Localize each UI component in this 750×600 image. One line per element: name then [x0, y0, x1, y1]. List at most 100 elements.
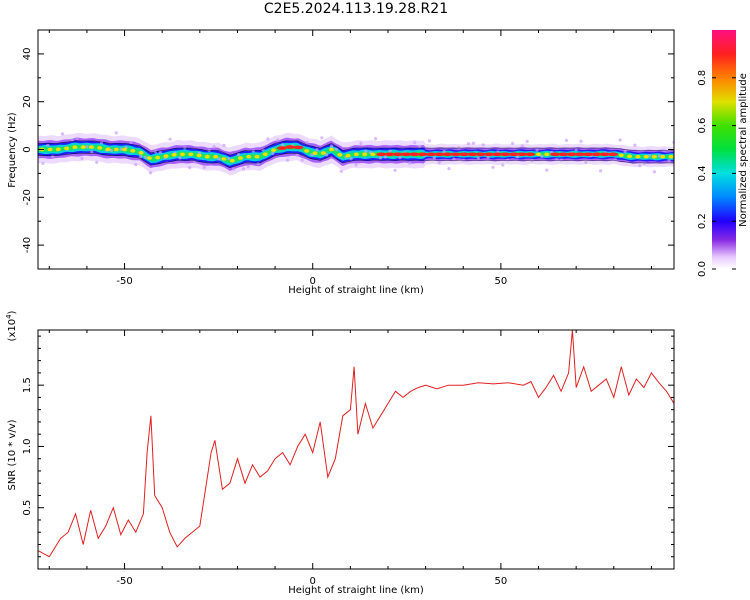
colorbar-tick-label: 0.6: [697, 118, 708, 134]
core-blob: [459, 152, 469, 157]
halo-speck: [545, 168, 549, 172]
core-blob: [262, 152, 268, 156]
halo-speck: [80, 156, 84, 161]
band-contour: [38, 140, 674, 156]
core-blob: [88, 145, 94, 149]
spectrogram-panel: -50 0 50 40 20 0 -20 -40 Height of straight lin…: [7, 29, 675, 296]
x-tick-label: 50: [495, 576, 508, 587]
halo-speck: [623, 149, 627, 154]
halo-speck: [51, 154, 55, 158]
core-blob: [558, 152, 569, 157]
halo-speck: [383, 155, 387, 159]
top-y-axis-label: Frequency (Hz): [7, 112, 18, 188]
core-blob: [229, 158, 235, 163]
colorbar: 0.0 0.2 0.4 0.6 0.8 Normalized spectral ampl…: [697, 30, 749, 277]
core-blob: [517, 152, 527, 157]
halo-speck: [266, 137, 270, 141]
halo-speck: [535, 148, 539, 152]
core-blob: [492, 152, 503, 157]
halo-speck: [256, 162, 260, 166]
chart-title: C2E5.2024.113.19.28.R21: [263, 1, 449, 17]
core-blob: [376, 152, 387, 157]
y-tick-label: 40: [22, 48, 33, 61]
core-blob: [500, 152, 511, 157]
halo-speck: [427, 139, 431, 143]
core-blob: [285, 145, 296, 149]
halo-speck: [584, 160, 588, 165]
halo-speck: [398, 156, 402, 160]
core-blob: [345, 153, 351, 158]
core-blob: [384, 152, 395, 157]
top-x-axis-label: Height of straight line (km): [288, 285, 424, 296]
halo-speck: [241, 167, 246, 171]
bottom-y-axis-label: SNR (10 * v/v): [7, 419, 18, 490]
x-tick-label: -50: [116, 576, 132, 587]
colorbar-tick-label: 0.0: [697, 261, 708, 277]
core-blob: [122, 147, 128, 152]
halo-speck: [139, 155, 143, 159]
core-blob: [618, 153, 624, 157]
halo-speck: [188, 166, 192, 170]
core-blob: [370, 152, 376, 157]
snr-panel: -50 0 50 0.5 1.0 1.5 Height of straight line …: [5, 310, 675, 596]
halo-speck: [144, 155, 148, 159]
core-blob: [180, 152, 185, 157]
core-blob: [668, 154, 674, 159]
halo-speck: [643, 161, 647, 165]
halo-speck: [515, 155, 520, 159]
halo-speck: [418, 145, 422, 149]
halo-speck: [305, 140, 309, 144]
halo-speck: [510, 141, 515, 145]
core-blob: [163, 154, 169, 158]
halo-speck: [237, 153, 241, 157]
halo-speck: [501, 163, 505, 167]
core-blob: [320, 151, 326, 155]
colorbar-tick-label: 0.8: [697, 70, 708, 86]
halo-speck: [212, 145, 216, 149]
y-tick-label: 20: [22, 95, 33, 108]
halo-speck: [295, 153, 299, 157]
core-blob: [80, 145, 86, 149]
core-blob: [221, 157, 227, 161]
halo-speck: [638, 164, 642, 168]
core-blob: [337, 153, 343, 157]
colorbar-tick-label: 0.2: [697, 213, 708, 229]
y-tick-label: 1.5: [22, 377, 33, 393]
halo-speck: [525, 139, 529, 143]
spectrogram-band: [38, 131, 674, 176]
halo-speck: [457, 146, 461, 150]
core-blob: [401, 152, 412, 157]
core-blob: [362, 152, 368, 157]
halo-speck: [447, 167, 451, 171]
core-blob: [450, 152, 461, 157]
halo-speck: [486, 155, 490, 159]
halo-speck: [90, 150, 94, 154]
core-blob: [635, 154, 641, 159]
core-blob: [392, 152, 403, 157]
core-blob: [246, 154, 252, 159]
halo-speck: [41, 161, 45, 165]
halo-speck: [217, 157, 221, 161]
halo-speck: [281, 143, 285, 147]
halo-speck: [315, 148, 319, 152]
halo-speck: [325, 153, 329, 157]
core-blob: [599, 152, 610, 157]
halo-speck: [158, 150, 162, 154]
core-blob: [483, 152, 494, 157]
halo-speck: [60, 132, 65, 136]
core-blob: [434, 152, 445, 157]
halo-speck: [285, 158, 290, 162]
core-blob: [113, 147, 119, 152]
colorbar-label: Normalized spectral amplitude: [738, 73, 749, 227]
halo-speck: [555, 158, 559, 162]
x-tick-label: 50: [495, 276, 508, 287]
halo-speck: [232, 167, 236, 171]
core-blob: [425, 152, 436, 157]
y-tick-label: -40: [22, 237, 33, 253]
halo-speck: [378, 156, 383, 160]
halo-speck: [129, 140, 133, 145]
core-blob: [254, 154, 260, 159]
y-tick-label: 0.5: [22, 500, 33, 516]
halo-speck: [114, 131, 118, 135]
